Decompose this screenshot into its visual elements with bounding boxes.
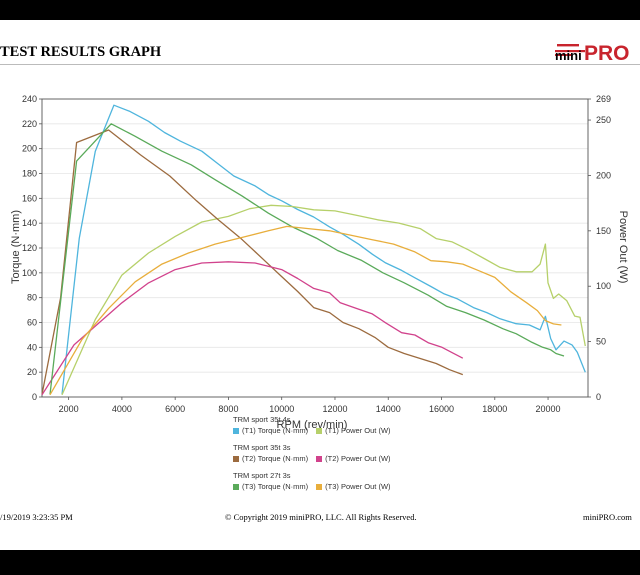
report-page: TEST RESULTS GRAPH mini PRO xyxy=(0,20,640,550)
legend-label: (T1) Torque (N·mm) xyxy=(242,426,309,435)
series-line-3 xyxy=(41,129,464,395)
page-title: TEST RESULTS GRAPH xyxy=(0,44,162,60)
legend-group: TRM sport 35t 4s (T1) Torque (N·mm) (T1) P… xyxy=(233,415,399,436)
y-tick-label: 220 xyxy=(22,119,37,129)
footer-website: miniPRO.com xyxy=(583,512,632,522)
x-tick-label: 20000 xyxy=(536,404,561,414)
legend-group-title: TRM sport 35t 3s xyxy=(233,443,291,452)
y-tick-label: 20 xyxy=(27,367,37,377)
x-tick-label: 2000 xyxy=(59,404,79,414)
x-tick-label: 10000 xyxy=(269,404,294,414)
legend-swatch xyxy=(316,427,323,434)
x-tick-label: 4000 xyxy=(112,404,132,414)
y2-axis-title: Power Out (W) xyxy=(617,211,629,284)
legend-label: (T2) Torque (N·mm) xyxy=(242,454,309,463)
legend-swatch xyxy=(316,483,323,490)
footer-copyright: © Copyright 2019 miniPRO, LLC. All Right… xyxy=(225,512,417,522)
legend-item: (T3) Torque (N·mm) xyxy=(233,481,308,492)
legend-item: (T1) Power Out (W) xyxy=(316,425,391,436)
y2-tick-label: 250 xyxy=(596,115,611,125)
legend-item: (T2) Power Out (W) xyxy=(316,453,391,464)
y-axis-title: Torque (N·mm) xyxy=(10,210,22,284)
chart-legend: TRM sport 35t 4s (T1) Torque (N·mm) (T1) P… xyxy=(233,415,399,499)
chart-tick-labels: 0 20 40 60 80 100 120 140 160 180 200 220 240 0 50 100 1… xyxy=(22,94,611,414)
legend-label: (T3) Power Out (W) xyxy=(325,482,391,491)
y-tick-label: 60 xyxy=(27,318,37,328)
legend-row: (T3) Torque (N·mm) (T3) Power Out (W) xyxy=(233,481,399,492)
y2-tick-label: 150 xyxy=(596,226,611,236)
legend-group: TRM sport 27t 3s (T3) Torque (N·mm) (T3) P… xyxy=(233,471,399,492)
series-line-6 xyxy=(49,225,562,396)
svg-text:mini: mini xyxy=(555,48,582,62)
footer-timestamp: /19/2019 3:23:35 PM xyxy=(0,512,73,522)
series-line-2 xyxy=(61,204,586,396)
header-divider xyxy=(0,64,640,65)
legend-group: TRM sport 35t 3s (T2) Torque (N·mm) (T2) P… xyxy=(233,443,399,464)
x-tick-label: 18000 xyxy=(482,404,507,414)
legend-swatch xyxy=(316,455,323,462)
legend-row: (T2) Torque (N·mm) (T2) Power Out (W) xyxy=(233,453,399,464)
y2-tick-label: 269 xyxy=(596,94,611,104)
chart-series xyxy=(41,104,586,396)
legend-item: (T1) Torque (N·mm) xyxy=(233,425,308,436)
y-tick-label: 0 xyxy=(32,392,37,402)
y-tick-label: 80 xyxy=(27,293,37,303)
y-tick-label: 40 xyxy=(27,342,37,352)
legend-row: (T1) Torque (N·mm) (T1) Power Out (W) xyxy=(233,425,399,436)
legend-label: (T2) Power Out (W) xyxy=(325,454,391,463)
series-line-1 xyxy=(61,104,586,395)
y2-tick-label: 0 xyxy=(596,392,601,402)
y-tick-label: 180 xyxy=(22,169,37,179)
y2-tick-label: 200 xyxy=(596,170,611,180)
svg-text:PRO: PRO xyxy=(584,42,630,62)
x-tick-label: 8000 xyxy=(218,404,238,414)
chart-grid xyxy=(42,98,588,373)
y-tick-label: 240 xyxy=(22,94,37,104)
series-line-4 xyxy=(41,261,464,396)
y2-tick-label: 100 xyxy=(596,281,611,291)
x-tick-label: 14000 xyxy=(376,404,401,414)
legend-group-title: TRM sport 35t 4s xyxy=(233,415,291,424)
y-tick-label: 200 xyxy=(22,144,37,154)
x-tick-label: 6000 xyxy=(165,404,185,414)
legend-label: (T3) Torque (N·mm) xyxy=(242,482,309,491)
x-axis-title: RPM (rev/min) xyxy=(277,419,348,431)
series-line-5 xyxy=(49,123,565,395)
y-tick-label: 120 xyxy=(22,243,37,253)
chart-axes xyxy=(39,98,591,400)
legend-swatch xyxy=(233,427,239,434)
x-tick-label: 12000 xyxy=(322,404,347,414)
y-tick-label: 140 xyxy=(22,218,37,228)
y-tick-label: 100 xyxy=(22,268,37,278)
y-tick-label: 160 xyxy=(22,193,37,203)
legend-swatch xyxy=(233,455,239,462)
legend-label: (T1) Power Out (W) xyxy=(325,426,391,435)
legend-item: (T2) Torque (N·mm) xyxy=(233,453,308,464)
y2-tick-label: 50 xyxy=(596,337,606,347)
x-tick-label: 16000 xyxy=(429,404,454,414)
minipro-logo: mini PRO xyxy=(555,40,640,62)
legend-item: (T3) Power Out (W) xyxy=(316,481,391,492)
legend-swatch xyxy=(233,483,239,490)
legend-group-title: TRM sport 27t 3s xyxy=(233,471,291,480)
